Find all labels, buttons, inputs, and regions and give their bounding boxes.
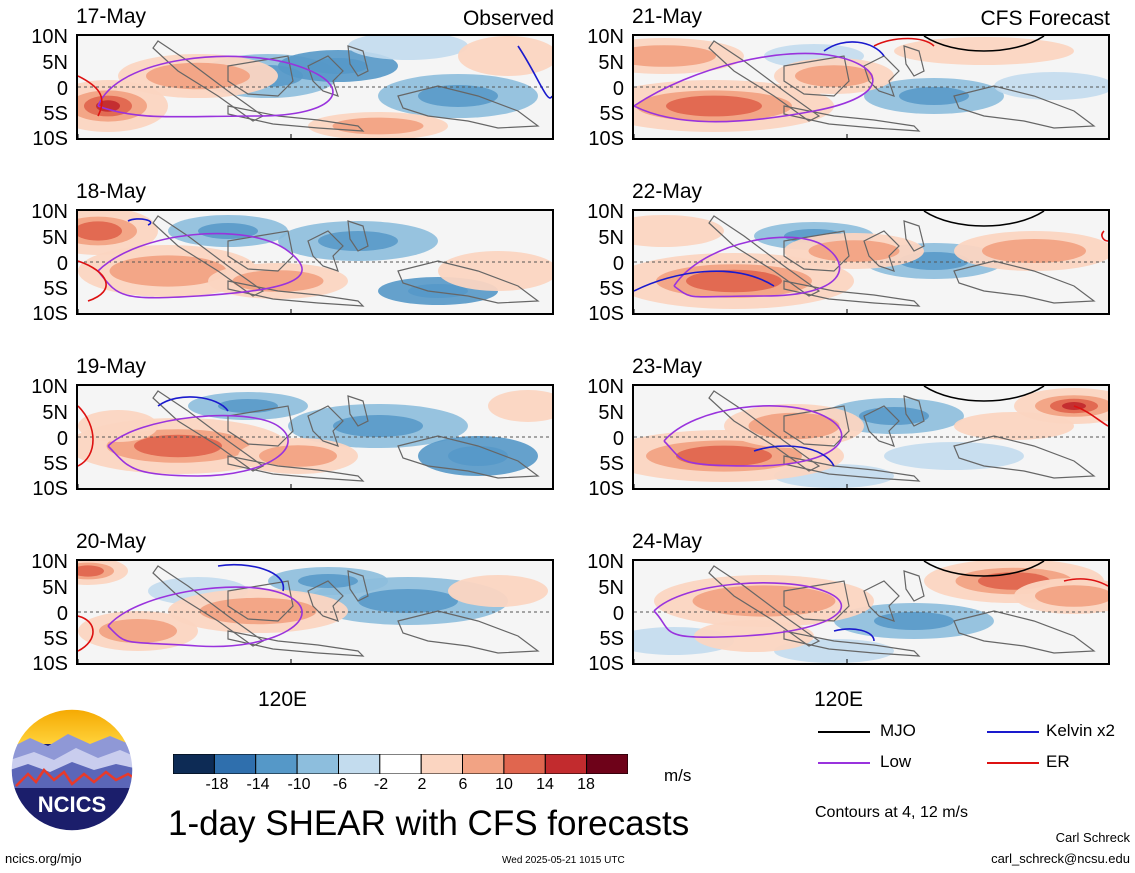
lat-label: 10S [32,128,68,150]
panel-date: 19-May [76,355,147,378]
panel-date: 20-May [76,530,147,553]
lat-label: 0 [612,428,624,450]
colorbar-tick: -10 [287,776,311,793]
email: carl_schreck@ncsu.edu [991,851,1130,866]
figure-title: 1-day SHEAR with CFS forecasts [168,804,690,843]
lat-label: 10S [588,303,624,325]
legend-line-low [818,762,870,764]
colorbar-swatch [296,753,339,775]
lat-label: 5S [43,278,68,300]
colorbar-swatch [462,753,505,775]
lat-label: 5N [42,52,68,74]
colorbar-swatch [255,753,298,775]
lat-label: 10S [32,478,68,500]
lat-label: 10N [31,551,68,573]
shear-map [76,34,554,140]
colorbar-tick: -6 [332,776,348,793]
lat-label: 5S [599,103,624,125]
colorbar-swatch [586,753,629,775]
lon-label-right: 120E [814,688,864,711]
logo-text: NCICS [38,792,106,817]
lat-label: 0 [56,603,68,625]
colorbar-tick: 2 [417,776,427,793]
colorbar-swatch [213,753,257,775]
lat-label: 10S [32,653,68,675]
lat-label: 5N [598,577,624,599]
legend-label-mjo: MJO [880,721,916,740]
colorbar-tick: 6 [458,776,468,793]
lat-label: 0 [56,78,68,100]
panel-date: 21-May [632,5,703,28]
colorbar-unit: m/s [664,766,692,785]
lat-label: 10N [587,26,624,48]
panel-date: 23-May [632,355,703,378]
legend-label-low: Low [880,752,912,771]
lat-label: 0 [56,253,68,275]
shear-map [632,34,1110,140]
legend-line-mjo [818,731,870,733]
lat-label: 10N [587,201,624,223]
lat-label: 5N [598,402,624,424]
panel-date: 22-May [632,180,703,203]
panel-date: 18-May [76,180,147,203]
colorbar-tick: 18 [577,776,595,793]
lat-label: 5N [42,402,68,424]
lat-label: 5S [599,453,624,475]
colorbar-swatch [172,753,215,775]
colorbar-swatch [338,753,381,775]
colorbar-swatch [544,753,588,775]
lat-label: 5N [42,227,68,249]
shear-map [76,559,554,665]
author: Carl Schreck [1055,830,1130,845]
lat-label: 0 [612,253,624,275]
shear-map [632,559,1110,665]
lat-label: 10N [31,26,68,48]
lat-label: 0 [56,428,68,450]
lat-label: 5S [43,628,68,650]
shear-map [76,209,554,315]
lat-label: 10S [588,653,624,675]
ncics-logo: NCICS [10,708,134,837]
lat-label: 10N [587,376,624,398]
colorbar [172,753,629,779]
legend-label-er: ER [1046,752,1070,771]
lat-label: 0 [612,78,624,100]
legend-line-er [987,762,1039,764]
colorbar-swatch [503,753,546,775]
lat-label: 5S [599,628,624,650]
lat-label: 10N [31,201,68,223]
lat-label: 10S [588,128,624,150]
lat-label: 10S [588,478,624,500]
lat-label: 5S [599,278,624,300]
lat-label: 10S [32,303,68,325]
site-url[interactable]: ncics.org/mjo [5,851,82,866]
legend-label-kelvin: Kelvin x2 [1046,721,1115,740]
observed-label: Observed [462,7,554,30]
colorbar-tick: 10 [495,776,513,793]
colorbar-swatch [379,753,422,775]
colorbar-tick: -18 [205,776,229,793]
colorbar-tick: -14 [246,776,270,793]
lat-label: 10N [587,551,624,573]
panel-date: 24-May [632,530,703,553]
lat-label: 0 [612,603,624,625]
panel-date: 17-May [76,5,147,28]
timestamp: Wed 2025-05-21 1015 UTC [502,855,625,866]
lat-label: 5S [43,453,68,475]
contours-note: Contours at 4, 12 m/s [815,804,968,821]
shear-map [76,384,554,490]
colorbar-tick: 14 [536,776,554,793]
colorbar-tick: -2 [373,776,389,793]
lat-label: 10N [31,376,68,398]
colorbar-swatch [420,753,464,775]
lat-label: 5S [43,103,68,125]
shear-map [632,209,1110,315]
forecast-label: CFS Forecast [980,7,1110,30]
lon-label-left: 120E [258,688,308,711]
lat-label: 5N [598,52,624,74]
lat-label: 5N [42,577,68,599]
shear-map [632,384,1110,490]
lat-label: 5N [598,227,624,249]
legend-line-kelvin [987,731,1039,733]
